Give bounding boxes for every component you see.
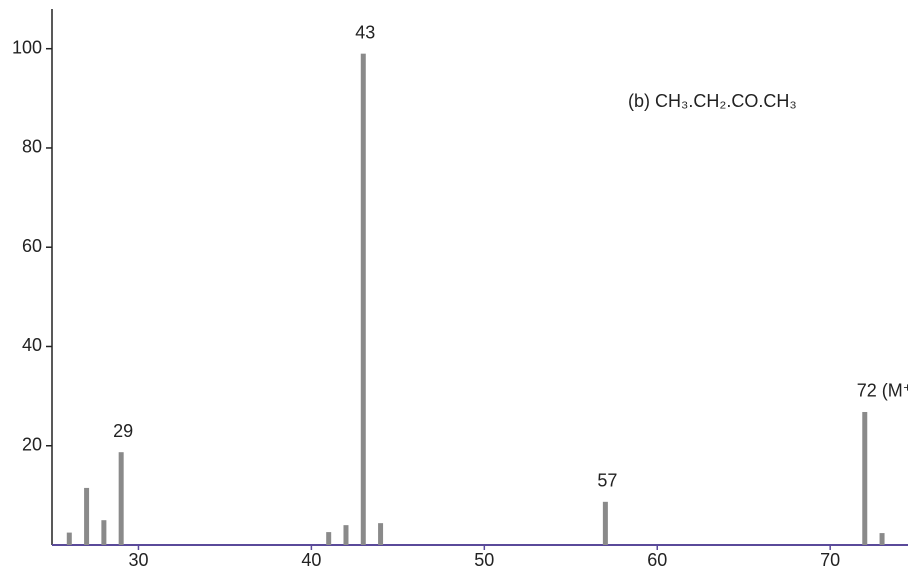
bar — [343, 525, 349, 545]
x-tick-label: 30 — [128, 550, 148, 570]
bar — [602, 501, 608, 545]
bar — [378, 523, 384, 545]
peak-label: 29 — [113, 421, 133, 441]
bar — [118, 452, 124, 545]
peak-label: 43 — [355, 22, 375, 42]
bar — [862, 411, 868, 545]
y-tick-label: 100 — [12, 37, 42, 57]
y-tick-label: 60 — [22, 236, 42, 256]
y-tick-label: 80 — [22, 137, 42, 157]
peak-label: 72 (M⁺) — [857, 381, 908, 401]
bar — [84, 487, 90, 545]
bar — [66, 532, 72, 545]
bar — [101, 520, 107, 545]
peak-label: 57 — [597, 471, 617, 491]
x-tick-label: 60 — [647, 550, 667, 570]
chart-title: (b) CH₃.CH₂.CO.CH₃ — [628, 91, 797, 111]
x-tick-label: 70 — [820, 550, 840, 570]
bar — [360, 53, 366, 546]
y-tick-label: 20 — [22, 434, 42, 454]
bar — [326, 532, 332, 545]
x-tick-label: 40 — [301, 550, 321, 570]
y-tick-label: 40 — [22, 335, 42, 355]
bar — [879, 533, 885, 545]
x-tick-label: 50 — [474, 550, 494, 570]
